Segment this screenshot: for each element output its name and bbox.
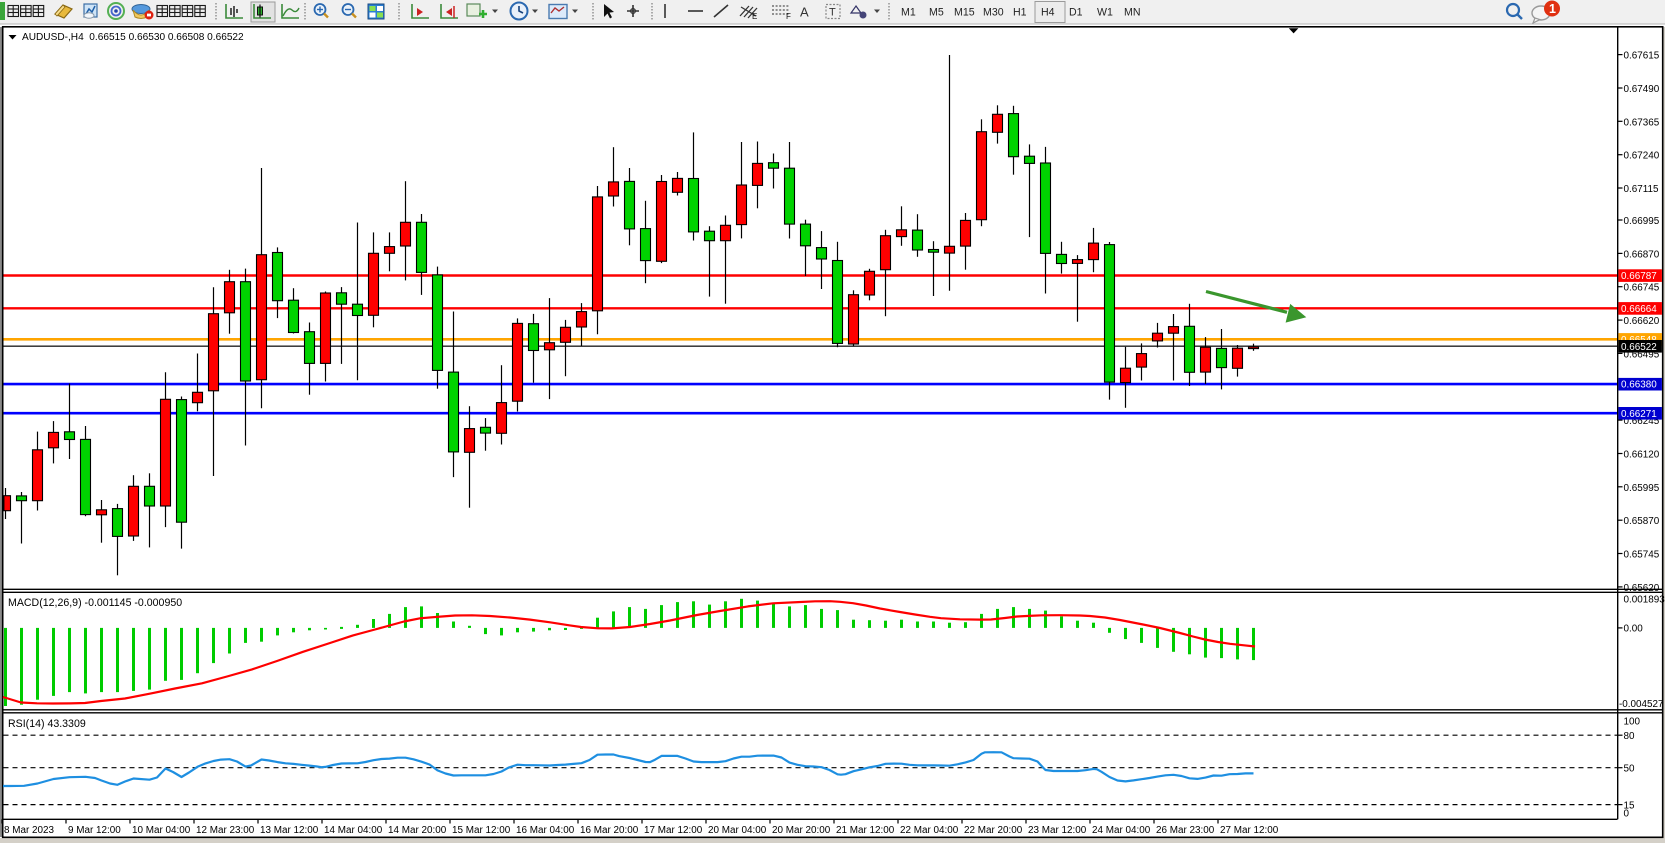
svg-text:14 Mar 04:00: 14 Mar 04:00	[324, 825, 383, 836]
svg-text:0.66120: 0.66120	[1624, 450, 1660, 461]
svg-text:T: T	[829, 7, 836, 19]
svg-text:0.66495: 0.66495	[1624, 349, 1660, 360]
svg-text:0.67490: 0.67490	[1624, 84, 1660, 95]
svg-text:MACD(12,26,9) -0.001145 -0.000: MACD(12,26,9) -0.001145 -0.000950	[8, 597, 182, 609]
svg-text:0.66745: 0.66745	[1624, 283, 1660, 294]
svg-text:0.00: 0.00	[1624, 623, 1644, 634]
svg-text:16 Mar 04:00: 16 Mar 04:00	[516, 825, 575, 836]
svg-text:0.67365: 0.67365	[1624, 117, 1660, 128]
svg-text:0.65870: 0.65870	[1624, 516, 1660, 527]
svg-text:27 Mar 12:00: 27 Mar 12:00	[1220, 825, 1279, 836]
svg-text:0.66522: 0.66522	[1621, 342, 1657, 353]
svg-text:M30: M30	[983, 7, 1004, 19]
svg-text:F: F	[786, 12, 791, 21]
svg-text:0.66620: 0.66620	[1624, 316, 1660, 327]
svg-text:M5: M5	[929, 7, 944, 19]
svg-text:0.65620: 0.65620	[1624, 583, 1660, 594]
svg-text:0.66870: 0.66870	[1624, 249, 1660, 260]
svg-text:H4: H4	[1041, 7, 1055, 19]
svg-text:A: A	[800, 5, 809, 20]
svg-text:AUDUSD-,H4 0.66515 0.66530 0.: AUDUSD-,H4 0.66515 0.66530 0.66508 0.665…	[22, 32, 244, 43]
svg-text:D1: D1	[1069, 7, 1083, 19]
svg-text:21 Mar 12:00: 21 Mar 12:00	[836, 825, 895, 836]
svg-text:16 Mar 20:00: 16 Mar 20:00	[580, 825, 639, 836]
svg-text:0.67115: 0.67115	[1624, 184, 1659, 195]
svg-text:22 Mar 20:00: 22 Mar 20:00	[964, 825, 1023, 836]
svg-text:22 Mar 04:00: 22 Mar 04:00	[900, 825, 959, 836]
svg-text:1: 1	[1549, 2, 1556, 16]
svg-text:RSI(14) 43.3309: RSI(14) 43.3309	[8, 718, 86, 730]
svg-text:26 Mar 23:00: 26 Mar 23:00	[1156, 825, 1215, 836]
svg-text:0.001893: 0.001893	[1624, 595, 1665, 606]
svg-text:15 Mar 12:00: 15 Mar 12:00	[452, 825, 511, 836]
svg-text:17 Mar 12:00: 17 Mar 12:00	[644, 825, 703, 836]
svg-text:0.66664: 0.66664	[1621, 304, 1657, 315]
svg-text:0.65745: 0.65745	[1624, 550, 1660, 561]
svg-text:24 Mar 04:00: 24 Mar 04:00	[1092, 825, 1151, 836]
svg-text:E: E	[752, 12, 757, 21]
svg-text:0.66380: 0.66380	[1621, 380, 1657, 391]
svg-text:15: 15	[1624, 801, 1635, 812]
svg-text:0.66245: 0.66245	[1624, 416, 1660, 427]
svg-text:8 Mar 2023: 8 Mar 2023	[4, 825, 54, 836]
svg-text:0.66271: 0.66271	[1621, 409, 1657, 420]
svg-text:MN: MN	[1124, 7, 1140, 19]
svg-text:H1: H1	[1013, 7, 1027, 19]
svg-text:9 Mar 12:00: 9 Mar 12:00	[68, 825, 121, 836]
svg-text:-0.004527: -0.004527	[1619, 699, 1663, 710]
svg-text:0.67615: 0.67615	[1624, 51, 1660, 62]
svg-text:0.66995: 0.66995	[1624, 216, 1660, 227]
svg-text:20 Mar 04:00: 20 Mar 04:00	[708, 825, 767, 836]
svg-text:0.66787: 0.66787	[1621, 271, 1657, 282]
svg-text:23 Mar 12:00: 23 Mar 12:00	[1028, 825, 1087, 836]
svg-text:10 Mar 04:00: 10 Mar 04:00	[132, 825, 191, 836]
svg-text:M1: M1	[901, 7, 916, 19]
svg-text:0.67240: 0.67240	[1624, 151, 1660, 162]
svg-text:0.65995: 0.65995	[1624, 483, 1660, 494]
svg-text:20 Mar 20:00: 20 Mar 20:00	[772, 825, 831, 836]
svg-text:13 Mar 12:00: 13 Mar 12:00	[260, 825, 319, 836]
svg-text:80: 80	[1624, 731, 1635, 742]
svg-text:50: 50	[1624, 764, 1635, 775]
svg-text:100: 100	[1624, 717, 1641, 728]
svg-text:0: 0	[1624, 809, 1630, 820]
svg-text:M15: M15	[954, 7, 975, 19]
svg-text:12 Mar 23:00: 12 Mar 23:00	[196, 825, 255, 836]
svg-text:14 Mar 20:00: 14 Mar 20:00	[388, 825, 447, 836]
svg-text:W1: W1	[1097, 7, 1113, 19]
